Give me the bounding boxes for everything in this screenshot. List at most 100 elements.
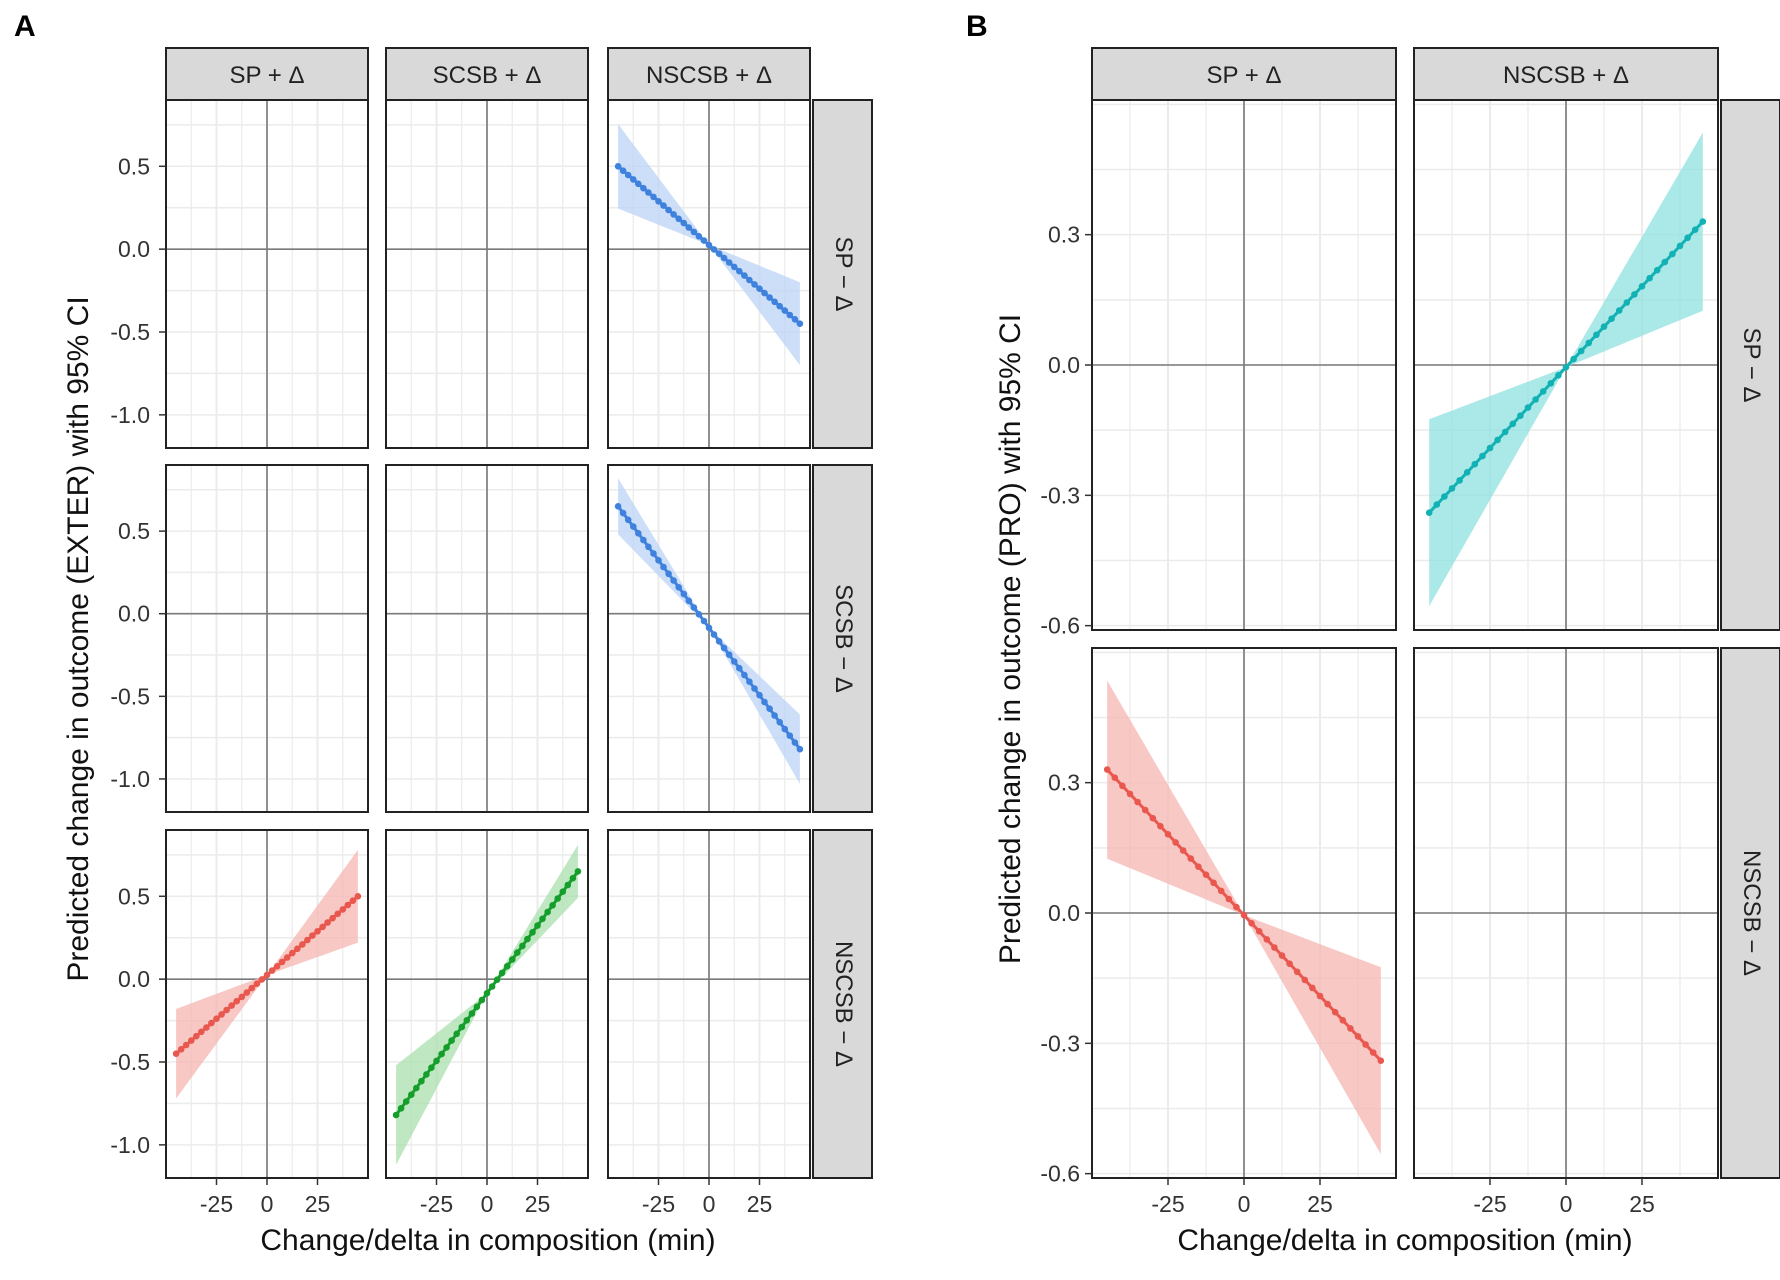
data-point bbox=[675, 215, 682, 223]
data-point bbox=[534, 922, 541, 929]
data-point bbox=[1293, 968, 1301, 976]
data-point bbox=[443, 1044, 450, 1051]
data-point bbox=[1324, 1000, 1331, 1008]
data-point bbox=[1562, 363, 1570, 371]
facet-border bbox=[607, 99, 811, 449]
data-point bbox=[428, 1064, 435, 1071]
data-point bbox=[339, 906, 347, 913]
data-point bbox=[1593, 331, 1600, 339]
col-strip-label: SCSB + Δ bbox=[433, 62, 542, 89]
data-point bbox=[1347, 1025, 1354, 1032]
data-point bbox=[1433, 501, 1441, 508]
data-point bbox=[258, 976, 266, 983]
data-point bbox=[746, 276, 753, 284]
data-point bbox=[304, 936, 311, 944]
data-point bbox=[1691, 226, 1699, 233]
data-point bbox=[1623, 299, 1631, 306]
data-point bbox=[1339, 1017, 1347, 1024]
col-strip bbox=[1091, 47, 1397, 101]
data-point bbox=[1547, 380, 1555, 387]
data-point bbox=[503, 962, 511, 970]
data-point bbox=[675, 584, 682, 591]
data-point bbox=[223, 1006, 230, 1014]
data-point bbox=[766, 705, 773, 712]
data-point bbox=[468, 1010, 476, 1017]
data-point bbox=[786, 311, 794, 319]
y-tick-label: -0.5 bbox=[110, 319, 150, 345]
facet-border bbox=[607, 464, 811, 813]
x-tick-label: -25 bbox=[420, 1191, 453, 1217]
data-point bbox=[751, 685, 758, 692]
data-point bbox=[529, 929, 536, 936]
data-point bbox=[453, 1030, 461, 1038]
y-tick-label: -0.6 bbox=[1040, 613, 1080, 639]
facet-border bbox=[165, 99, 369, 449]
data-point bbox=[705, 241, 713, 249]
data-point bbox=[458, 1023, 466, 1031]
data-point bbox=[519, 942, 526, 950]
col-strip-label: NSCSB + Δ bbox=[646, 62, 772, 89]
data-point bbox=[1172, 839, 1179, 846]
data-point bbox=[1210, 879, 1217, 887]
data-point bbox=[640, 536, 647, 544]
data-point bbox=[1608, 315, 1615, 323]
data-point bbox=[1369, 1049, 1377, 1056]
data-point bbox=[228, 1002, 235, 1009]
x-tick-label: 0 bbox=[481, 1191, 494, 1217]
ci-band-2 bbox=[1107, 680, 1381, 1155]
data-point bbox=[319, 923, 326, 931]
data-point bbox=[645, 189, 652, 196]
data-point bbox=[1331, 1008, 1339, 1016]
data-point bbox=[188, 1037, 195, 1044]
data-point bbox=[1271, 944, 1278, 951]
data-point bbox=[1646, 274, 1653, 282]
row-strip bbox=[812, 829, 873, 1179]
row-strip-label: NSCSB − Δ bbox=[1738, 850, 1765, 976]
data-point bbox=[574, 868, 582, 875]
data-point bbox=[1471, 460, 1479, 468]
ci-band-3 bbox=[176, 849, 358, 1099]
data-point bbox=[1126, 790, 1134, 798]
data-point bbox=[1278, 952, 1286, 959]
data-point bbox=[725, 651, 733, 658]
data-point bbox=[655, 557, 662, 564]
data-point bbox=[569, 874, 577, 882]
data-point bbox=[498, 969, 506, 977]
data-point bbox=[1653, 266, 1661, 274]
data-point bbox=[1149, 814, 1157, 822]
data-point bbox=[463, 1017, 471, 1024]
data-point bbox=[413, 1084, 420, 1092]
data-point bbox=[1286, 960, 1293, 967]
data-point bbox=[1263, 936, 1271, 943]
data-point bbox=[1377, 1057, 1385, 1064]
y-tick-label: -0.3 bbox=[1040, 482, 1080, 508]
x-tick-label: 0 bbox=[261, 1191, 274, 1217]
data-point bbox=[1517, 412, 1524, 420]
data-point bbox=[655, 198, 662, 205]
data-point bbox=[751, 281, 758, 288]
data-point bbox=[324, 919, 331, 926]
data-point bbox=[1448, 485, 1456, 492]
data-point bbox=[514, 949, 521, 956]
data-point bbox=[488, 983, 496, 990]
ci-band-1 bbox=[618, 124, 800, 366]
data-point bbox=[213, 1015, 220, 1022]
data-point bbox=[766, 294, 773, 301]
data-point bbox=[695, 233, 703, 240]
data-point bbox=[177, 1046, 185, 1053]
data-point bbox=[746, 678, 753, 685]
data-point bbox=[418, 1077, 425, 1085]
data-point bbox=[1669, 250, 1676, 258]
data-point bbox=[660, 202, 667, 209]
data-point bbox=[630, 523, 637, 530]
row-strip bbox=[812, 464, 873, 813]
data-point bbox=[1164, 831, 1172, 838]
data-point bbox=[690, 604, 698, 611]
data-point bbox=[1217, 887, 1225, 895]
data-point bbox=[614, 163, 622, 170]
data-point bbox=[650, 550, 657, 557]
panel-label-A: A bbox=[14, 10, 36, 43]
data-point bbox=[448, 1037, 455, 1044]
data-point bbox=[685, 224, 693, 231]
data-point bbox=[397, 1105, 405, 1112]
